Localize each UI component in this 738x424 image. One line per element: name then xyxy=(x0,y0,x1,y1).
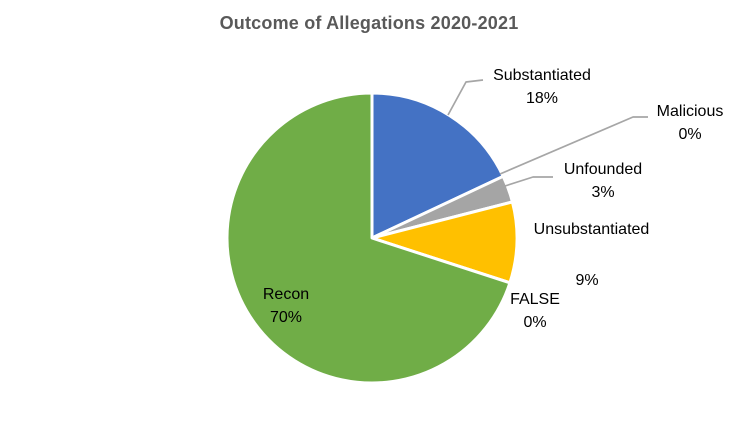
data-label-false: FALSE 0% xyxy=(503,288,567,334)
leader-line-unfounded xyxy=(504,176,553,187)
pie-slice-substantiated xyxy=(370,91,505,240)
data-label-recon-pct: 70% xyxy=(269,309,303,326)
data-label-false-name: FALSE xyxy=(510,291,560,308)
data-label-false-pct: 0% xyxy=(523,314,547,331)
data-label-unsubstantiated-pct: 9% xyxy=(575,272,599,289)
data-label-substantiated-pct: 18% xyxy=(525,90,559,107)
chart-title: Outcome of Allegations 2020-2021 xyxy=(219,13,519,33)
data-label-unsubstantiated-name: Unsubstantiated xyxy=(533,221,650,238)
data-label-substantiated: Substantiated 18% xyxy=(480,64,604,110)
data-label-malicious-pct: 0% xyxy=(678,126,702,143)
pie-slice-recon xyxy=(225,91,512,385)
leader-line-malicious xyxy=(499,116,648,175)
data-label-recon: Recon 70% xyxy=(246,283,326,329)
data-label-substantiated-name: Substantiated xyxy=(493,67,591,84)
data-label-malicious: Malicious 0% xyxy=(645,100,735,146)
data-label-unfounded-pct: 3% xyxy=(591,184,615,201)
data-label-malicious-name: Malicious xyxy=(656,103,724,120)
data-label-unfounded: Unfounded 3% xyxy=(553,158,653,204)
leader-line-substantiated xyxy=(447,79,484,116)
data-label-unfounded-name: Unfounded xyxy=(563,161,643,178)
pie-slices xyxy=(225,91,519,385)
data-label-recon-name: Recon xyxy=(262,286,310,303)
pie-slice-unsubstantiated xyxy=(370,200,519,285)
